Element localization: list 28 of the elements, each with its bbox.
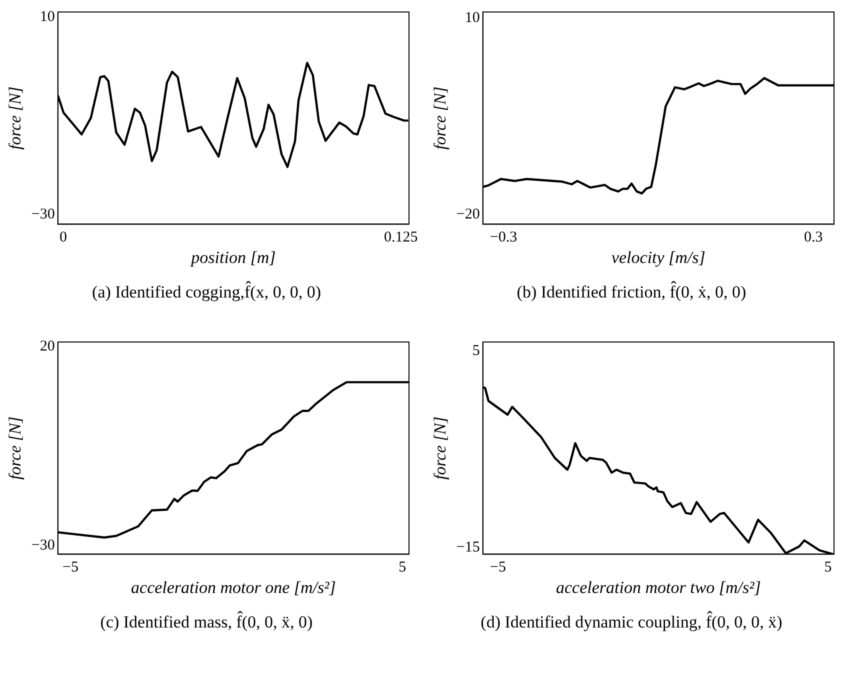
text: (c) Identified mass, f̂(0, 0, ẍ, 0) <box>100 611 313 632</box>
x-axis-title: velocity [m/s] <box>611 248 706 267</box>
y-tick-label: −20 <box>456 206 480 222</box>
x-axis-title: acceleration motor two [m/s²] <box>556 578 761 597</box>
y-axis-title: force [N] <box>430 86 450 150</box>
y-tick-label: 5 <box>472 342 480 359</box>
y-tick-label: −30 <box>31 206 55 222</box>
y-tick-label: 10 <box>40 8 55 25</box>
y-tick-label: 10 <box>464 10 480 26</box>
y-axis-title: force [N] <box>430 416 450 480</box>
y-tick-label: −15 <box>456 539 480 556</box>
x-axis-title: position [m] <box>190 248 276 267</box>
y-tick-label: −30 <box>31 537 55 554</box>
text: (b) Identified friction, f̂(0, ẋ, 0, 0) <box>516 281 746 302</box>
text: (d) Identified dynamic coupling, f̂(0, 0, 0, ẍ) <box>480 611 782 632</box>
x-tick-label: −5 <box>490 560 506 576</box>
x-tick-label: 5 <box>824 560 832 576</box>
x-tick-label: −0.3 <box>490 230 518 246</box>
y-axis-title: force [N] <box>6 86 25 150</box>
y-axis-title: force [N] <box>6 416 25 480</box>
x-tick-label: −5 <box>62 560 78 576</box>
x-axis-title: acceleration motor one [m/s²] <box>131 578 336 597</box>
x-tick-label: 0.3 <box>804 230 823 246</box>
x-tick-label: 0.125 <box>384 230 418 246</box>
y-tick-label: 20 <box>40 338 55 354</box>
x-tick-label: 5 <box>398 560 406 576</box>
x-tick-label: 0 <box>60 230 68 246</box>
text: (a) Identified cogging,f̂(x, 0, 0, 0) <box>92 281 321 302</box>
